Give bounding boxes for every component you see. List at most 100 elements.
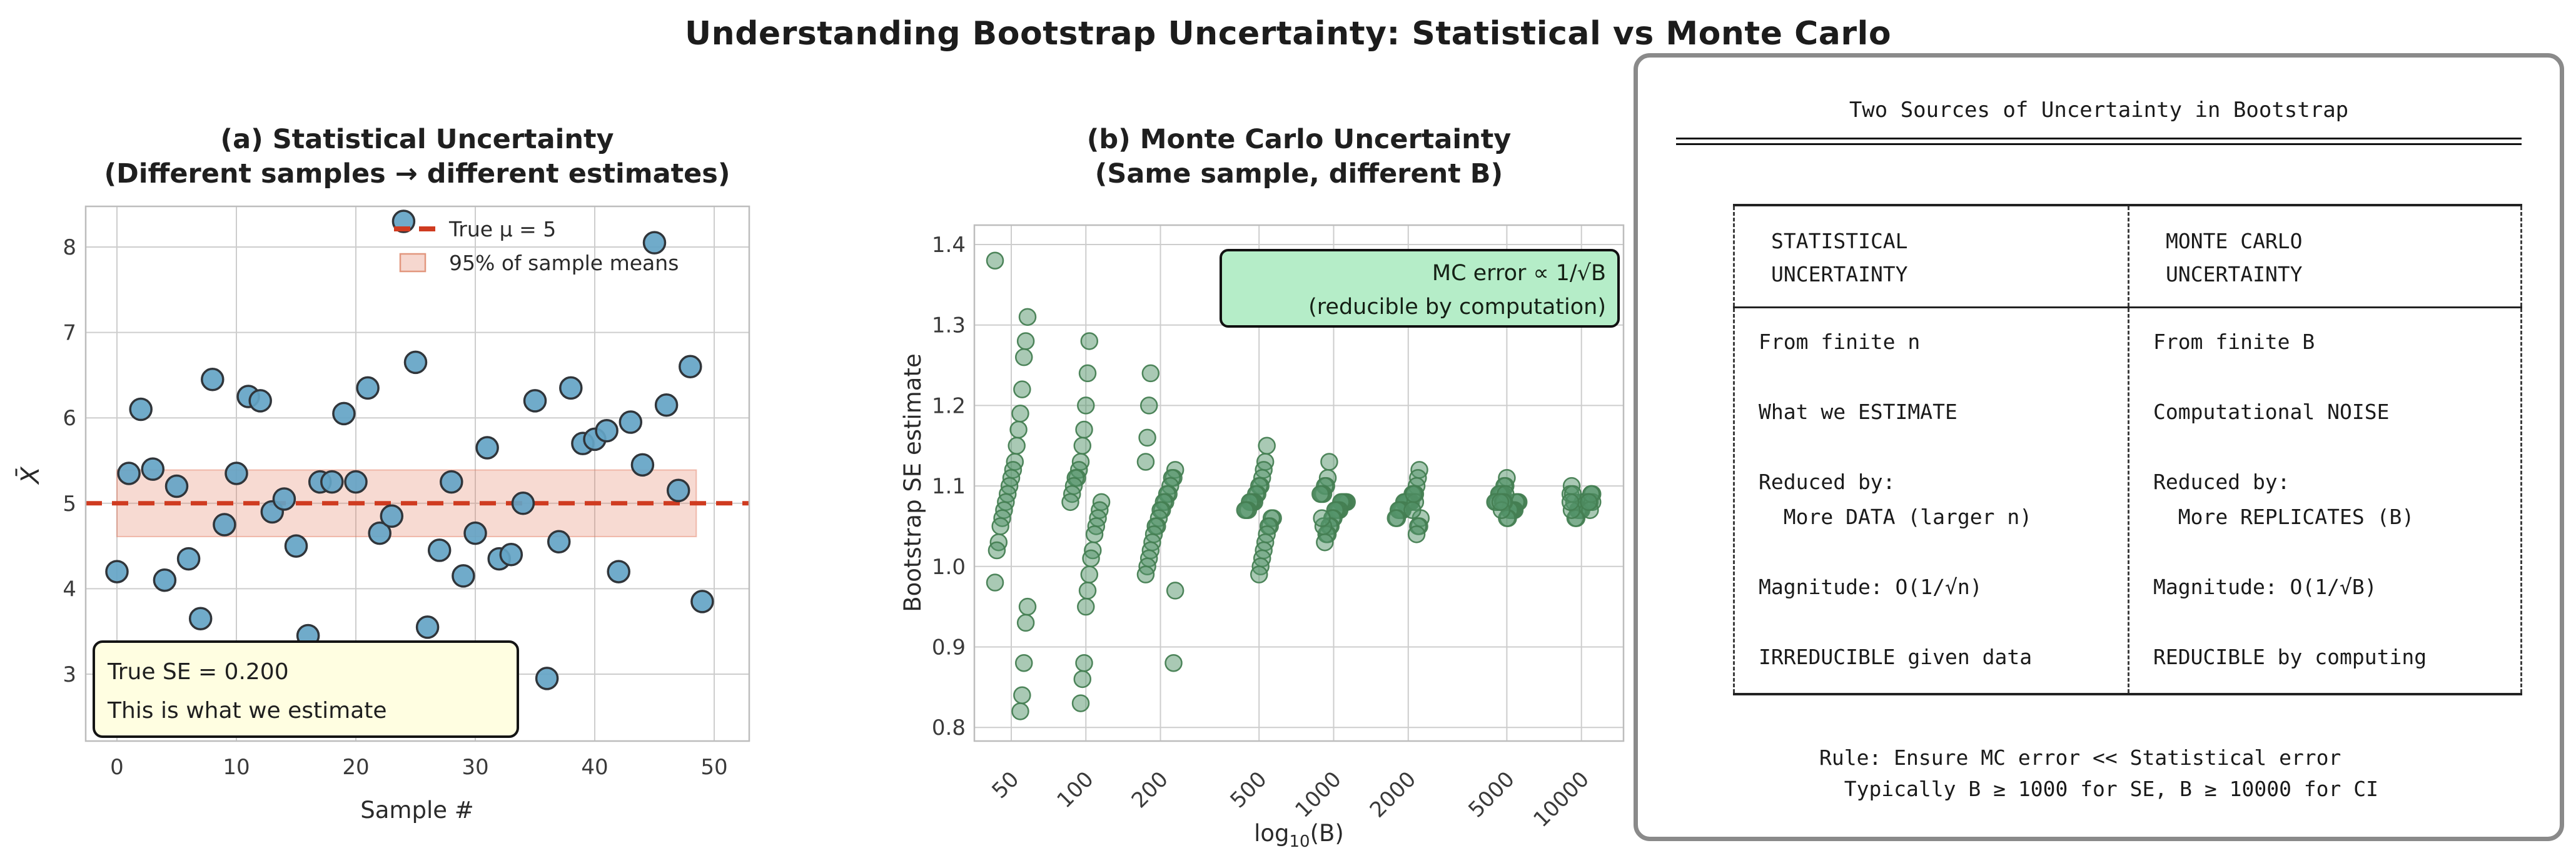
- sample-mean-point: [248, 389, 272, 413]
- sample-mean-point: [654, 393, 679, 417]
- bootstrap-se-point: [1077, 597, 1095, 616]
- bootstrap-se-point: [1075, 654, 1093, 672]
- svg-text:200: 200: [1127, 767, 1173, 813]
- svg-text:20: 20: [342, 755, 369, 780]
- sample-mean-point: [666, 478, 690, 503]
- panel-b-plot-frame: [973, 224, 1625, 742]
- table-header-monte-carlo: MONTE CARLO UNCERTAINTY: [2128, 206, 2522, 306]
- annotation-line1: True SE = 0.200: [107, 659, 289, 685]
- bootstrap-se-point: [1164, 654, 1183, 672]
- bootstrap-se-point: [1250, 565, 1268, 583]
- rule-footer-text: Rule: Ensure MC error << Statistical err…: [1819, 745, 2379, 801]
- svg-text:8: 8: [63, 235, 76, 260]
- table-header-statistical: STATISTICAL UNCERTAINTY: [1733, 206, 2128, 306]
- sample-mean-point: [547, 530, 571, 554]
- sample-mean-point: [642, 231, 667, 255]
- bootstrap-se-point: [1073, 670, 1092, 689]
- bootstrap-se-point: [1139, 396, 1158, 415]
- svg-text:1.4: 1.4: [932, 233, 966, 258]
- uncertainty-comparison-table: STATISTICAL UNCERTAINTY MONTE CARLO UNCE…: [1733, 204, 2522, 695]
- sample-mean-point: [607, 560, 630, 583]
- info-panel: Two Sources of Uncertainty in Bootstrap …: [1634, 53, 2564, 841]
- panel-b-title-line2: (Same sample, different B): [1095, 158, 1503, 189]
- legend-true-mu-label: True μ = 5: [448, 217, 556, 241]
- bootstrap-se-point: [1082, 549, 1100, 568]
- panel-a-tick-labels: 0 10 20 30 40 50 3 4 5 6 7 8: [63, 235, 727, 780]
- bootstrap-se-point: [1016, 613, 1035, 632]
- sample-mean-point: [320, 470, 344, 494]
- panel-b-xlabel: log10(B): [1254, 820, 1344, 851]
- svg-text:2000: 2000: [1365, 767, 1421, 822]
- annotation-line2: This is what we estimate: [107, 698, 387, 724]
- panel-b-ylabel: Bootstrap SE estimate: [899, 353, 926, 612]
- panel-a-ylabel: X̄: [15, 466, 45, 485]
- svg-text:50: 50: [700, 755, 727, 780]
- bootstrap-se-point: [1008, 437, 1026, 455]
- svg-text:1.2: 1.2: [932, 393, 966, 418]
- sample-mean-point: [595, 418, 619, 443]
- bootstrap-se-point: [1013, 380, 1031, 398]
- sample-mean-point: [415, 615, 440, 639]
- sample-mean-point: [559, 376, 583, 400]
- bootstrap-se-point: [1018, 308, 1037, 326]
- panel-a-xlabel: Sample #: [360, 797, 474, 824]
- bootstrap-se-point: [1141, 364, 1160, 383]
- sample-mean-point: [380, 504, 404, 528]
- bootstrap-se-point: [1011, 405, 1029, 423]
- figure-title: Understanding Bootstrap Uncertainty: Sta…: [684, 15, 1892, 53]
- bootstrap-se-point: [1080, 565, 1099, 583]
- bootstrap-se-point: [1014, 654, 1033, 672]
- table-header-row: STATISTICAL UNCERTAINTY MONTE CARLO UNCE…: [1733, 206, 2522, 308]
- sample-mean-point: [284, 534, 308, 558]
- bootstrap-se-point: [1077, 396, 1095, 415]
- bootstrap-se-point: [1085, 525, 1104, 543]
- bootstrap-se-point: [1138, 428, 1156, 447]
- bootstrap-se-point: [991, 517, 1009, 535]
- svg-text:1.1: 1.1: [932, 474, 966, 499]
- bootstrap-se-point: [1016, 332, 1035, 350]
- bootstrap-se-point: [1073, 437, 1092, 455]
- mc-error-line1: MC error ∝ 1/√B: [1432, 261, 1606, 286]
- sample-mean-point: [679, 355, 702, 378]
- mc-error-line2: (reducible by computation): [1308, 295, 1606, 320]
- sample-mean-point: [619, 410, 643, 434]
- bootstrap-se-point: [1061, 493, 1079, 512]
- sample-mean-point: [176, 547, 201, 571]
- bootstrap-se-point: [1311, 485, 1330, 503]
- bootstrap-se-point: [1258, 437, 1276, 455]
- svg-text:5: 5: [63, 492, 76, 517]
- double-rule: [1676, 138, 2522, 145]
- sample-mean-point: [475, 436, 499, 460]
- svg-text:10000: 10000: [1528, 767, 1594, 832]
- bootstrap-se-point: [1013, 686, 1031, 704]
- mc-error-box: [1220, 249, 1620, 328]
- bootstrap-se-point: [1080, 332, 1099, 350]
- info-panel-title: Two Sources of Uncertainty in Bootstrap: [1849, 98, 2349, 123]
- sample-mean-point: [499, 543, 523, 567]
- annotation-box: [93, 640, 519, 738]
- panel-b-chart: (b) Monte Carlo Uncertainty (Same sample…: [899, 124, 1625, 851]
- panel-b-bootstrap-se-points: [986, 251, 1602, 720]
- bootstrap-se-point: [1014, 348, 1033, 366]
- sample-mean-point: [452, 564, 475, 588]
- bootstrap-se-point: [986, 251, 1004, 270]
- svg-text:10: 10: [223, 755, 250, 780]
- bootstrap-se-point: [1561, 493, 1580, 512]
- svg-text:500: 500: [1225, 767, 1271, 813]
- sample-mean-point: [213, 513, 236, 537]
- bootstrap-se-point: [1320, 453, 1338, 471]
- table-body-row: From finite n What we ESTIMATE Reduced b…: [1733, 308, 2522, 693]
- panel-a-annotation: True SE = 0.200 This is what we estimate: [93, 640, 519, 738]
- svg-text:1000: 1000: [1290, 767, 1346, 822]
- bootstrap-se-point: [1018, 597, 1037, 616]
- sample-mean-point: [105, 560, 129, 583]
- svg-text:1.3: 1.3: [932, 313, 966, 338]
- legend-band-label: 95% of sample means: [449, 251, 679, 275]
- svg-text:0.9: 0.9: [932, 635, 966, 660]
- bootstrap-se-point: [1166, 582, 1184, 600]
- bootstrap-se-point: [1009, 420, 1028, 439]
- panel-a-title-line2: (Different samples → different estimates…: [104, 158, 730, 189]
- sample-mean-point: [332, 401, 356, 426]
- sample-mean-point: [141, 457, 165, 481]
- bootstrap-se-point: [1136, 453, 1155, 471]
